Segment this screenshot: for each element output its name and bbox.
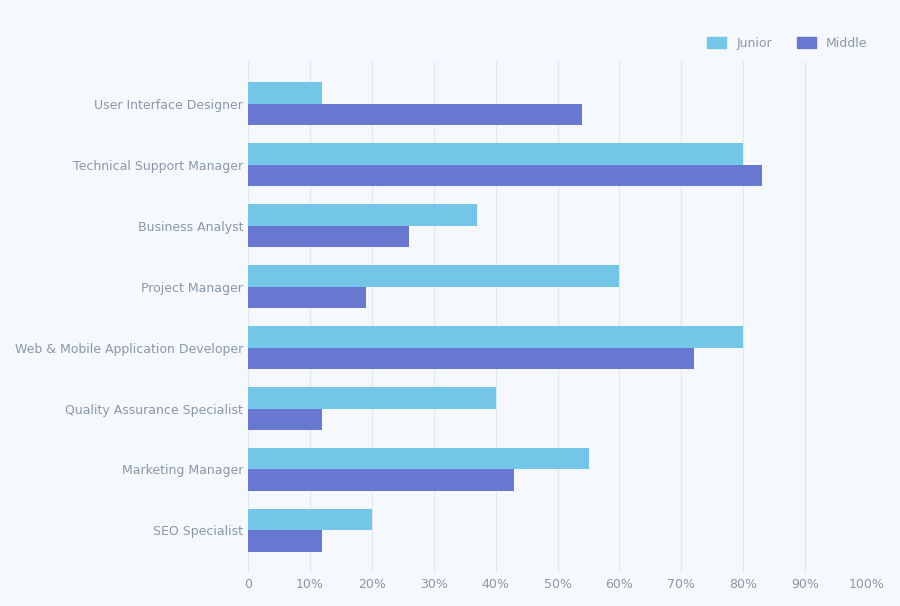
Legend: Junior, Middle: Junior, Middle <box>707 36 867 50</box>
Bar <box>248 82 322 104</box>
Bar <box>248 104 582 125</box>
Bar <box>248 448 589 470</box>
Bar <box>248 225 409 247</box>
Bar <box>248 287 365 308</box>
Bar <box>248 265 619 287</box>
Bar <box>248 326 743 348</box>
Bar <box>248 204 477 225</box>
Bar <box>248 530 322 552</box>
Bar <box>248 348 694 369</box>
Bar <box>248 470 514 491</box>
Bar <box>248 408 322 430</box>
Bar <box>248 165 761 186</box>
Bar <box>248 387 496 408</box>
Bar <box>248 509 372 530</box>
Bar <box>248 143 743 165</box>
